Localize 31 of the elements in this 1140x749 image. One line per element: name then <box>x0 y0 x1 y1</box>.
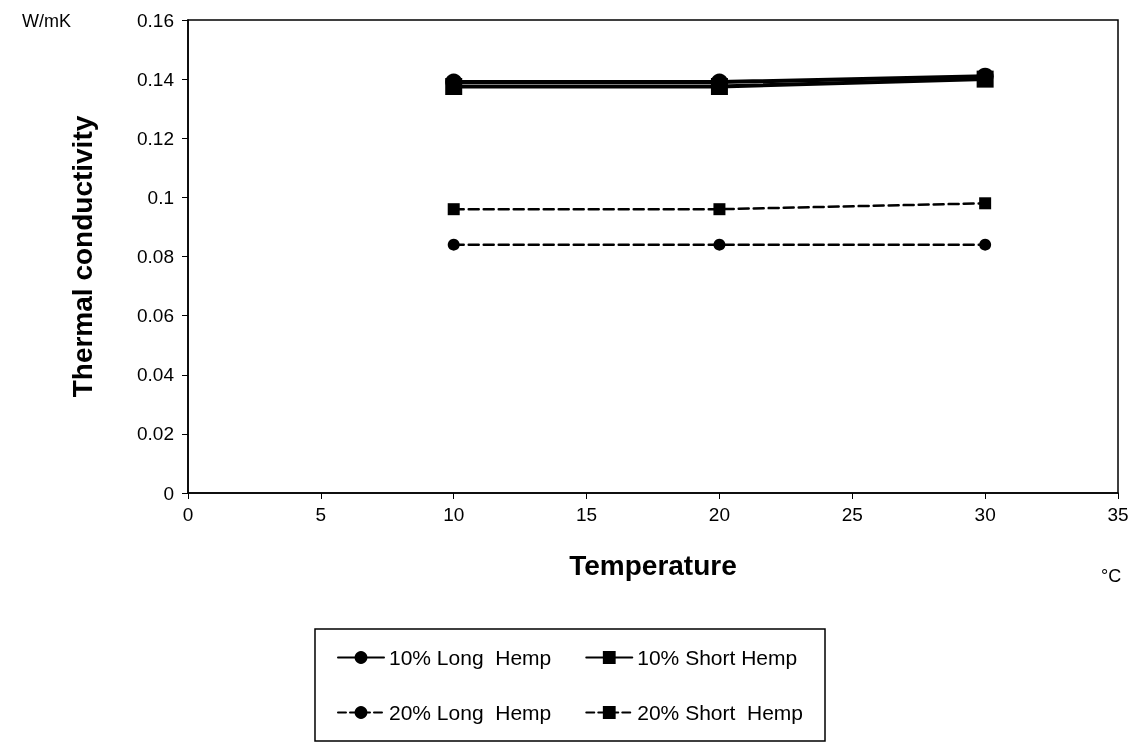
legend-label: 20% Short Hemp <box>637 701 804 724</box>
y-tick-label: 0 <box>163 482 174 504</box>
y-tick-label: 0.14 <box>137 68 175 90</box>
y-tick-label: 0.08 <box>137 246 174 267</box>
legend-label: 10% Short Hemp <box>637 646 798 669</box>
y-tick-label: 0.16 <box>137 9 174 31</box>
y-tick-label: 0.12 <box>137 127 174 149</box>
x-tick-label: 35 <box>1107 504 1129 525</box>
x-axis-title: Temperature <box>569 549 737 581</box>
legend-label: 10% Long Hemp <box>388 646 552 669</box>
point <box>713 203 726 216</box>
y-tick-label: 0.1 <box>147 186 174 208</box>
text: W/mK <box>22 11 71 31</box>
y-tick-label: 0.06 <box>137 305 174 327</box>
text: °C <box>1101 566 1122 586</box>
x-tick-label: 20 <box>708 504 730 525</box>
x-tick-label: 25 <box>841 504 863 525</box>
y-axis-title: Thermal conductivity <box>66 115 98 398</box>
point <box>979 197 992 210</box>
x-tick-label: 15 <box>576 504 598 525</box>
y-tick-label: 0.04 <box>137 364 175 386</box>
x-tick-label: 10 <box>443 504 465 525</box>
legend-label: 20% Long Hemp <box>388 701 552 724</box>
x-tick-label: 0 <box>182 504 194 525</box>
point <box>979 238 992 251</box>
point <box>713 238 726 251</box>
point <box>447 238 460 251</box>
x-tick-label: 5 <box>315 504 327 525</box>
y-tick-label: 0.02 <box>137 423 174 445</box>
point <box>447 203 460 216</box>
x-tick-label: 30 <box>974 504 996 525</box>
